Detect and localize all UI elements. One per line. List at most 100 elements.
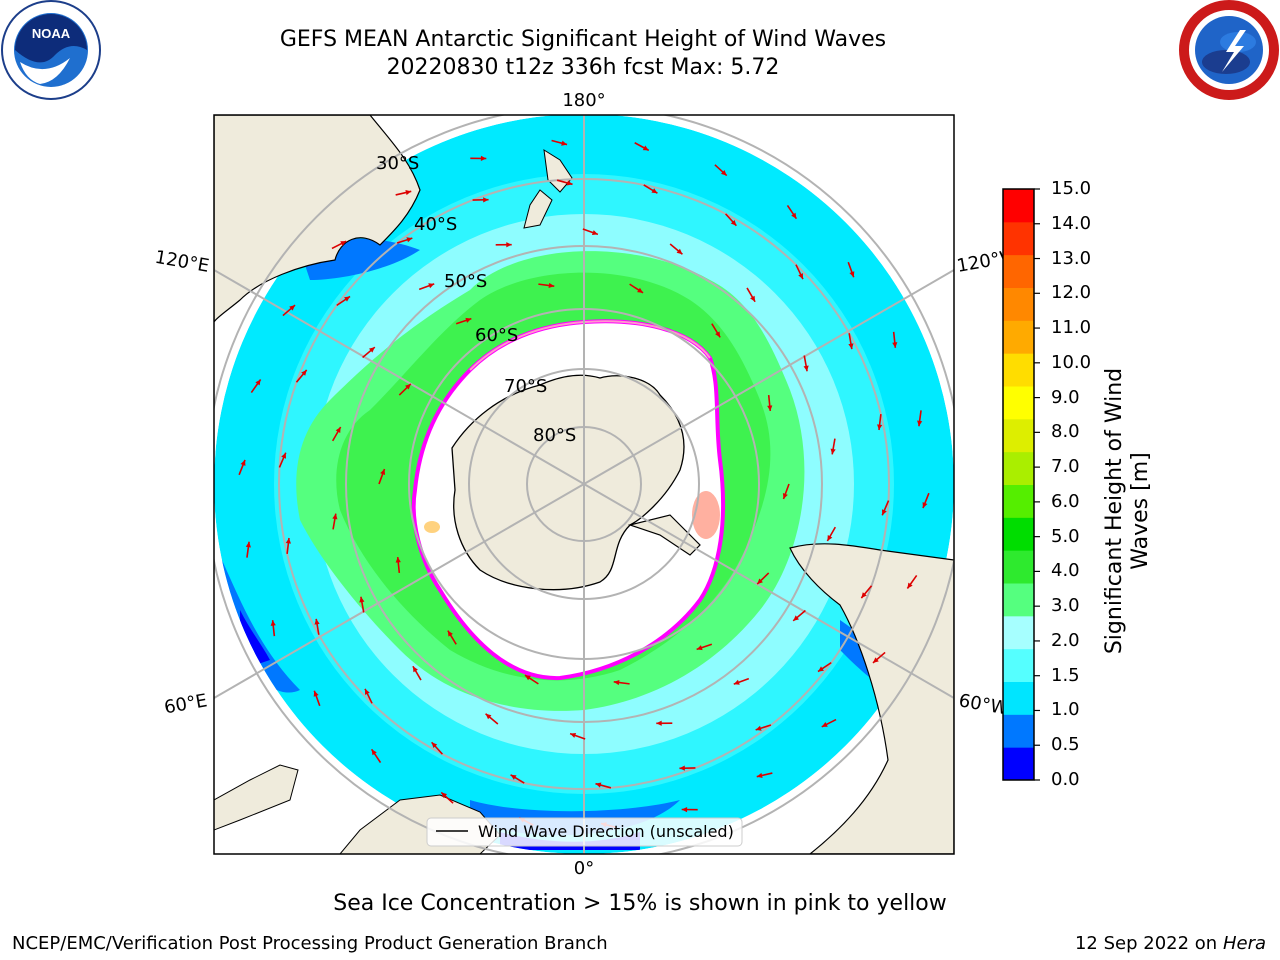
wind-arrow-head [892,342,898,348]
wind-arrow-head [483,197,489,203]
wind-arrow-head [720,170,727,176]
wind-arrow-head [715,331,721,338]
wind-arrow-head [849,271,855,278]
wind-arrow-head [782,493,788,500]
colorbar-segment [1003,714,1034,748]
lon-label-60w: 60°W [957,690,1010,719]
wind-arrow-head [380,468,386,475]
wind-arrow-head [405,383,411,390]
lat-label-80s: 80°S [533,425,576,446]
wind-arrow-head [656,720,662,726]
wind-arrow-head [827,535,833,542]
wind-arrow-head [285,538,291,544]
wind-arrow-head [750,295,756,302]
wind-arrow-head [566,180,573,186]
lon-label-180: 180° [562,90,605,111]
wind-arrow-head [681,806,688,813]
wind-arrow-head [485,713,492,720]
wind-arrow-head [510,774,517,780]
wind-arrow-head [881,509,887,516]
wind-arrow-head [289,305,296,311]
wind-arrow-head [613,679,620,686]
lat-label-60s: 60°S [475,325,518,346]
wind-arrow-head [431,742,438,749]
wind-arrow-head [756,772,763,778]
wind-arrow-head [441,792,448,798]
wind-arrow-head [340,241,347,246]
wind-arrow-head [877,424,883,430]
colorbar-segment [1003,550,1034,584]
colorbar-segment [1003,747,1034,781]
colorbar-segment [1003,484,1034,518]
colorbar-frame [1002,188,1035,781]
wind-arrow-head [798,273,803,280]
chart-subtitle: 20220830 t12z 336h fcst Max: 5.72 [386,55,780,80]
wind-arrow-head [428,283,435,289]
lat-label-70s: 70°S [504,376,547,397]
colorbar-tick-label: 0.0 [1051,769,1080,790]
colorbar-segment [1003,254,1034,288]
wind-arrow-head [803,365,809,372]
wind-arrow-head [524,675,531,681]
wind-arrow-head [767,405,773,411]
wind-arrow-head [817,666,824,672]
sea-ice-note: Sea Ice Concentration > 15% is shown in … [333,891,947,916]
colorbar-segment [1003,221,1034,256]
colorbar-segment [1003,517,1034,551]
lat-label-50s: 50°S [444,271,487,292]
colorbar-tick-label: 11.0 [1051,317,1092,339]
colorbar-tick-label: 0.5 [1051,734,1080,756]
colorbar-tick-label: 14.0 [1051,212,1092,234]
wind-arrow-head [405,190,412,196]
colorbar-tick-label: 5.0 [1051,525,1080,547]
colorbar-tick-label: 15.0 [1051,178,1092,199]
national-weather-service-logo-icon [1179,0,1279,100]
lon-label-60e: 60°E [163,690,209,718]
colorbar-segment [1003,189,1034,223]
colorbar-segment [1003,583,1034,617]
wind-arrow-head [344,296,351,302]
wind-arrow-head [335,426,341,433]
wind-arrow-head [637,287,644,293]
colorbar-tick-label: 10.0 [1051,351,1092,373]
wind-arrow-head [917,420,923,427]
wind-arrow-head [395,557,401,563]
wind-arrow-head [733,679,740,685]
wind-arrow-head [570,732,577,738]
wind-arrow-head [359,596,365,603]
wind-arrow-head [561,140,568,146]
colorbar-segment [1003,320,1034,354]
wind-arrow-head [270,620,276,626]
colorbar-segment [1003,353,1034,387]
graticule [214,115,954,854]
wind-arrow-head [830,448,836,455]
wind-arrow-head [651,188,658,194]
colorbar-tick-label: 7.0 [1051,456,1080,478]
colorbar-tick-label: 13.0 [1051,247,1092,269]
wind-arrow-head [591,230,598,236]
date-text: 12 Sep 2022 [1074,933,1190,954]
wind-arrow-head [696,645,703,651]
lon-label-0: 0° [574,858,594,879]
lat-label-30s: 30°S [376,153,419,174]
svg-text:NOAA: NOAA [32,26,71,41]
wind-arrow-head [791,212,797,219]
wind-arrow-head [365,688,370,695]
colorbar-tick-label: 8.0 [1051,421,1080,443]
colorbar-segment [1003,386,1034,420]
wind-arrow-head [861,592,867,599]
wind-arrow-head [314,618,320,625]
wind-arrow-head [447,630,453,637]
date-on-text: on [1194,933,1218,954]
wind-arrow-head [848,343,854,350]
lon-label-120e: 120°E [153,247,211,277]
colorbar-segment [1003,451,1034,485]
legend-label: Wind Wave Direction (unscaled) [478,822,734,841]
wind-arrow-head [480,155,487,162]
wind-arrow-head [642,145,649,151]
colorbar-tick-label: 3.0 [1051,595,1080,617]
colorbar-segment [1003,648,1034,682]
wind-arrow-head [412,666,418,673]
wind-arrow-head [821,722,828,727]
